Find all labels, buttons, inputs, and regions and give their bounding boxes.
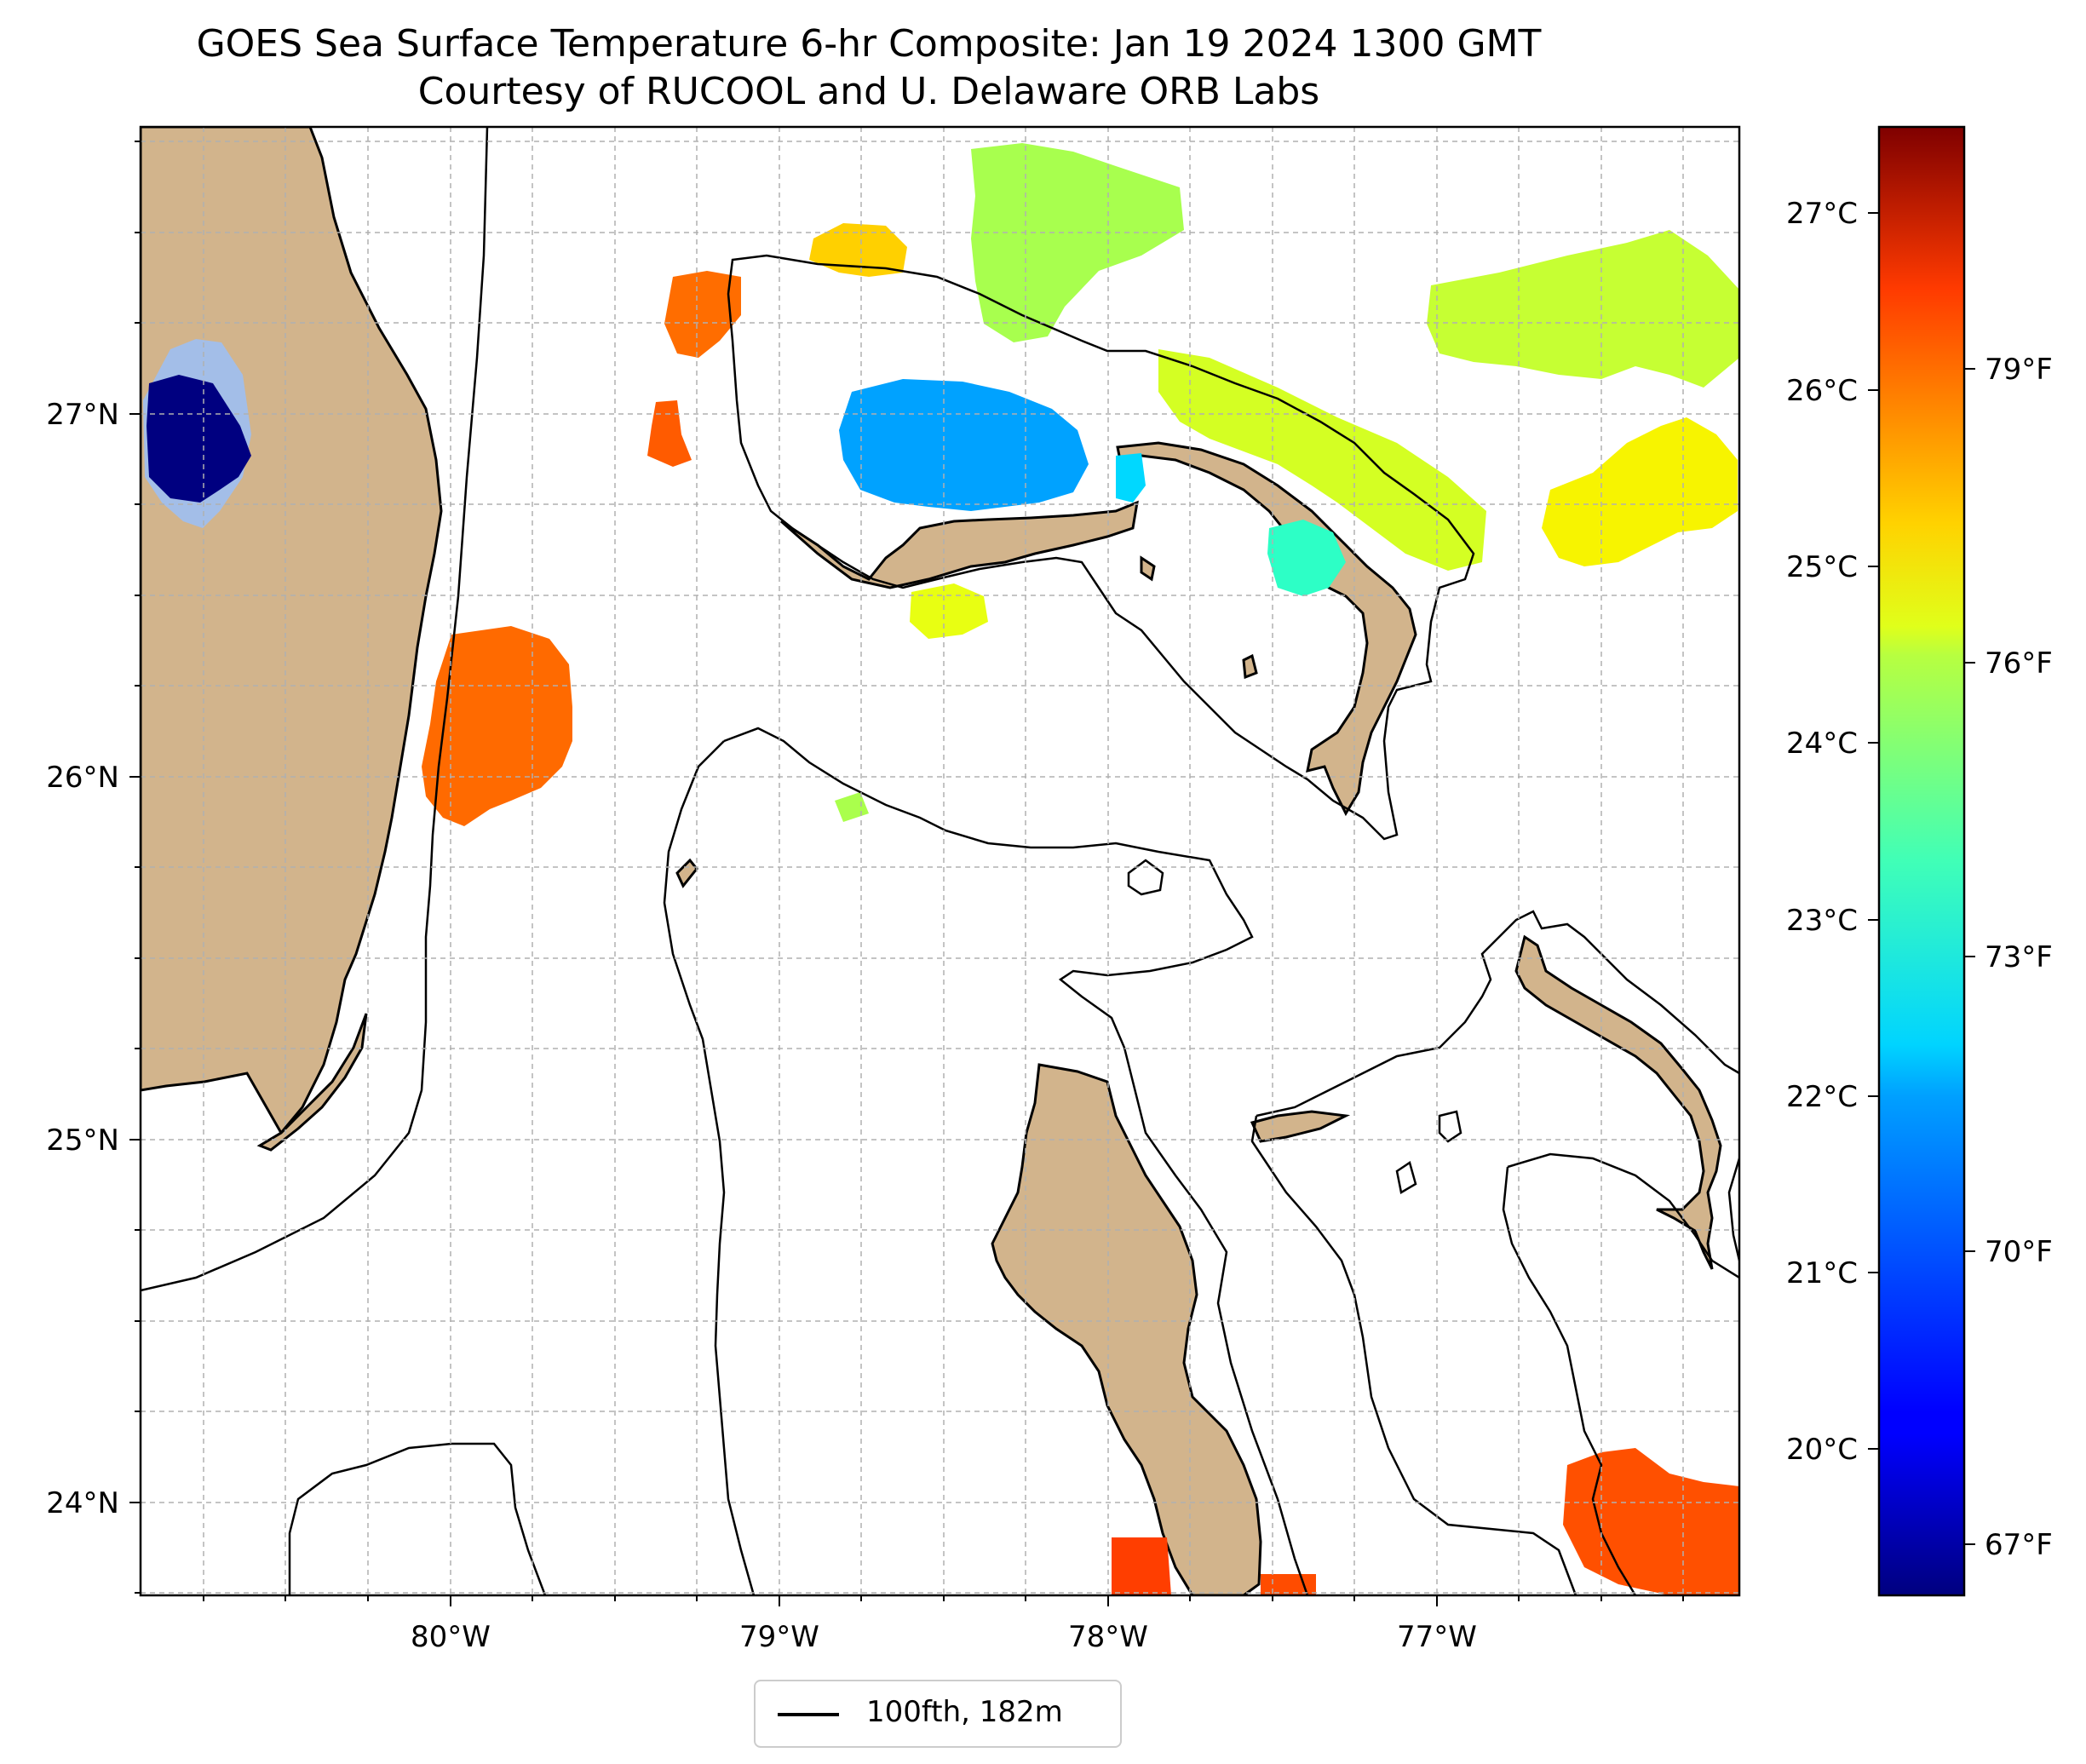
fahrenheit-label: 73°F [1985, 940, 2053, 974]
sst-patch-nlbb [809, 223, 907, 277]
lat-label: 25°N [46, 1123, 119, 1158]
abaco-land [1116, 441, 1417, 817]
sst-patch-small-green [835, 792, 869, 822]
lon-label: 79°W [739, 1620, 819, 1654]
lon-label: 80°W [411, 1620, 491, 1654]
map-panel [141, 127, 1739, 1595]
map-frame [139, 125, 1741, 1597]
map-ticks [129, 141, 1684, 1606]
map-title: GOES Sea Surface Temperature 6-hr Compos… [196, 22, 1542, 66]
andros-land [991, 1063, 1262, 1595]
isobath-100fth [141, 127, 1739, 1595]
lon-labels: 80°W 79°W 78°W 77°W [411, 1620, 1477, 1654]
colorbar-celsius-labels: 27°C 26°C 25°C 24°C 23°C 22°C 21°C 20°C [1786, 197, 1858, 1467]
colorbar [1877, 125, 1966, 1597]
lat-labels: 27°N 26°N 25°N 24°N [46, 398, 119, 1520]
celsius-label: 22°C [1786, 1080, 1858, 1114]
celsius-label: 24°C [1786, 727, 1858, 761]
legend-label: 100fth, 182m [866, 1695, 1063, 1729]
colorbar-fahrenheit-labels: 79°F 76°F 73°F 70°F 67°F [1985, 353, 2053, 1562]
celsius-label: 20°C [1786, 1433, 1858, 1467]
florida-keys [256, 1013, 368, 1152]
sst-patch-gb-west-south [647, 400, 692, 467]
lat-label: 26°N [46, 761, 119, 795]
sst-patch-ne-offshore [1427, 230, 1739, 388]
sst-patch-lbb-spot [1116, 453, 1146, 503]
fahrenheit-label: 67°F [1985, 1528, 2053, 1562]
fahrenheit-label: 79°F [1985, 353, 2053, 387]
lon-label: 77°W [1397, 1620, 1477, 1654]
sst-patch-e-offshore [1542, 417, 1738, 566]
sst-layer [143, 143, 1739, 1595]
legend: 100fth, 182m [754, 1680, 1122, 1748]
lat-label: 27°N [46, 398, 119, 432]
fahrenheit-label: 70°F [1985, 1235, 2053, 1269]
grand-bahama-land [780, 500, 1139, 589]
sst-patch-east-abaco [1267, 520, 1346, 596]
map-gridlines [141, 127, 1739, 1595]
celsius-label: 25°C [1786, 550, 1858, 584]
sst-patch-south-andros [1112, 1537, 1171, 1595]
sst-patch-ne-abaco [1158, 349, 1486, 571]
celsius-label: 21°C [1786, 1256, 1858, 1290]
map-subtitle: Courtesy of RUCOOL and U. Delaware ORB L… [417, 70, 1320, 113]
lat-label: 24°N [46, 1486, 119, 1520]
sst-patch-lbb-north [971, 143, 1184, 342]
colorbar-ticks [1868, 212, 1975, 1545]
sst-patch-okeechobee [147, 375, 251, 503]
ocean [141, 127, 1739, 1595]
berry-islands-land [1250, 1110, 1351, 1143]
legend-line-swatch [778, 1713, 839, 1716]
celsius-label: 23°C [1786, 904, 1858, 938]
celsius-label: 26°C [1786, 374, 1858, 408]
sst-patch-exuma [1563, 1448, 1739, 1595]
lon-label: 78°W [1068, 1620, 1148, 1654]
celsius-label: 27°C [1786, 197, 1858, 231]
fahrenheit-label: 76°F [1985, 646, 2053, 681]
sst-patch-gb-west-north [664, 271, 741, 358]
small-cay-2 [1242, 653, 1258, 680]
small-cay-1 [1140, 555, 1156, 582]
sst-patch-south-gb [910, 583, 988, 639]
